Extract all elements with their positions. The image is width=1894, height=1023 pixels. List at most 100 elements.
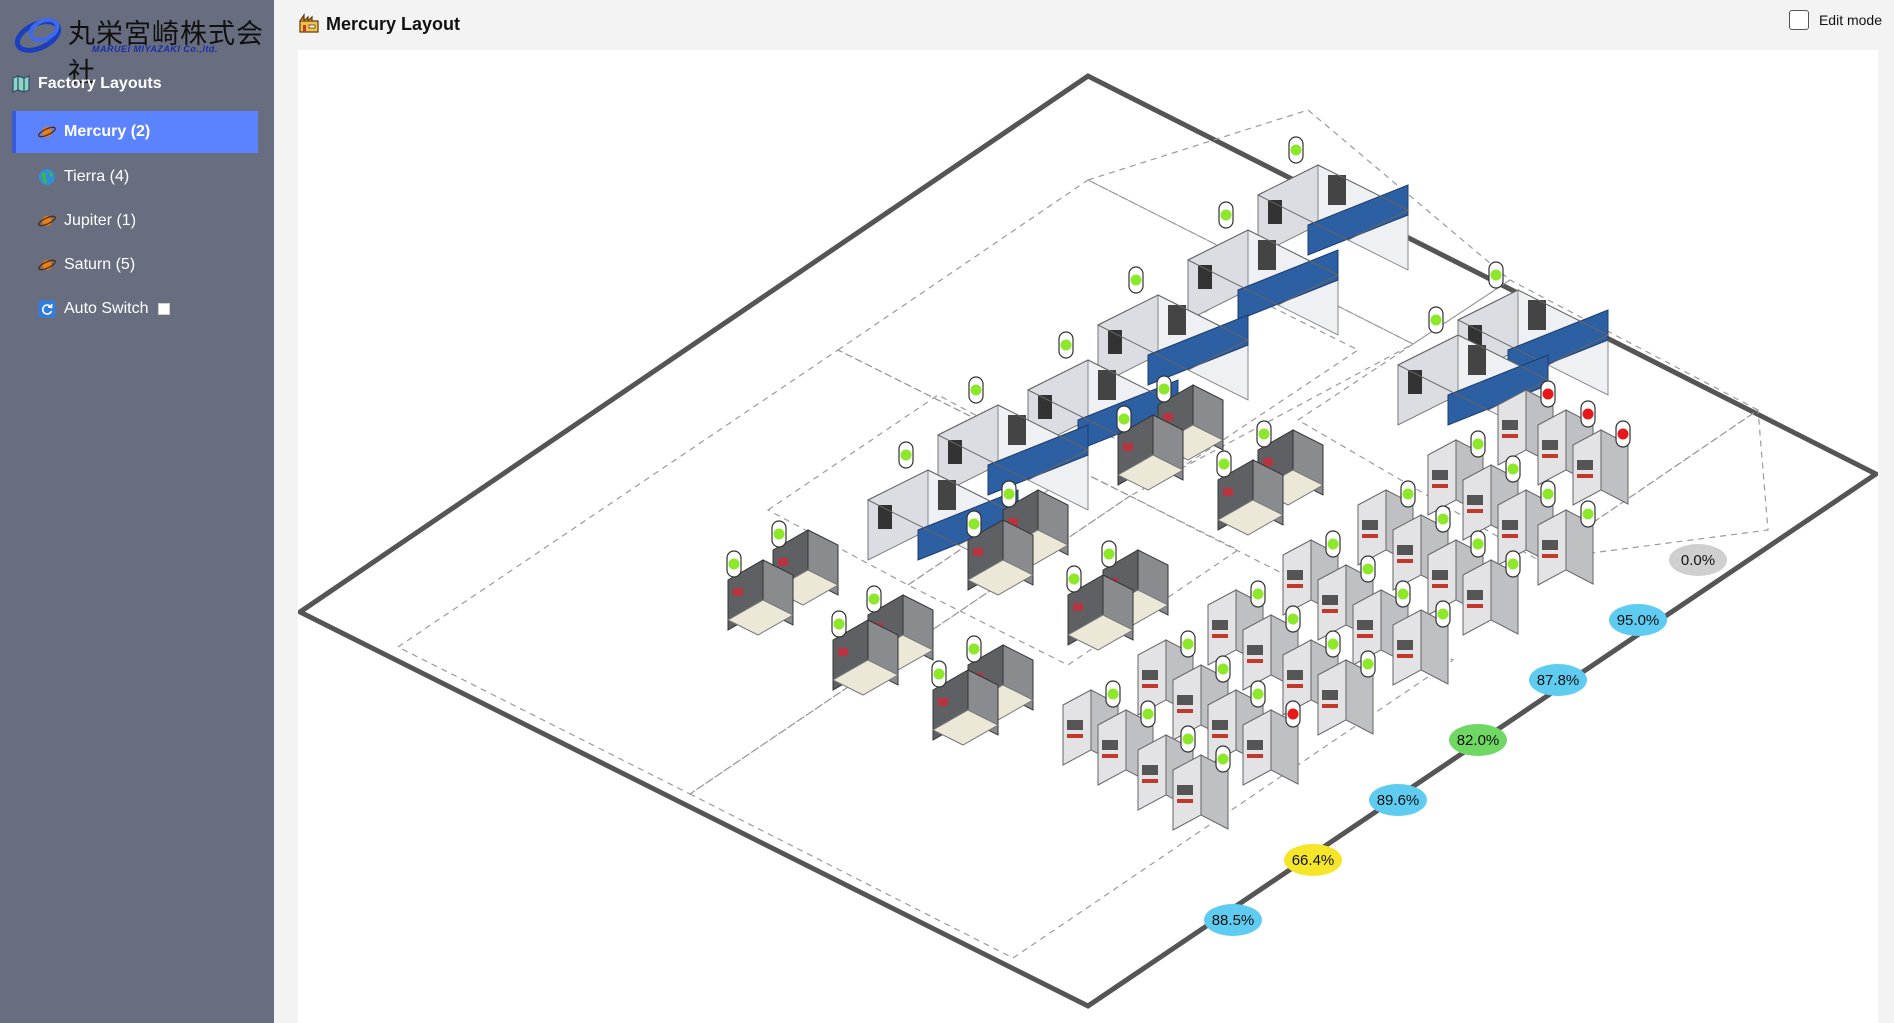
status-light[interactable] bbox=[1142, 708, 1154, 720]
zone-percentage-bg bbox=[1369, 784, 1427, 816]
status-light[interactable] bbox=[1490, 269, 1502, 281]
page-title: Mercury Layout bbox=[326, 14, 461, 34]
lathe-machine[interactable] bbox=[966, 510, 1035, 596]
status-light[interactable] bbox=[968, 518, 980, 530]
status-light[interactable] bbox=[833, 618, 845, 630]
status-light[interactable] bbox=[933, 668, 945, 680]
status-light[interactable] bbox=[1437, 608, 1449, 620]
status-light[interactable] bbox=[1542, 388, 1554, 400]
zone-percentage-label: 89.6% bbox=[1377, 792, 1420, 809]
status-light[interactable] bbox=[1217, 663, 1229, 675]
status-light[interactable] bbox=[1437, 513, 1449, 525]
factory-floor-outline bbox=[298, 73, 1878, 1009]
edit-mode-toggle[interactable]: Edit mode bbox=[1788, 10, 1882, 30]
zone-percentage-label: 66.4% bbox=[1292, 852, 1335, 869]
factory-layout-canvas[interactable]: 0.0% 95.0% 87.8% 82.0% 89.6% 66.4% 88.5% bbox=[298, 50, 1878, 1023]
lathe-machine[interactable] bbox=[1216, 450, 1285, 536]
planet-icon bbox=[38, 259, 56, 271]
cnc-machine[interactable] bbox=[1537, 500, 1596, 586]
status-light[interactable] bbox=[773, 528, 785, 540]
sidebar-item-auto-switch[interactable]: Auto Switch bbox=[12, 288, 258, 330]
edit-mode-checkbox[interactable] bbox=[1788, 10, 1809, 30]
status-light[interactable] bbox=[968, 643, 980, 655]
status-light[interactable] bbox=[1220, 209, 1232, 221]
status-light[interactable] bbox=[1287, 708, 1299, 720]
status-light[interactable] bbox=[1182, 638, 1194, 650]
status-light[interactable] bbox=[1252, 588, 1264, 600]
status-light[interactable] bbox=[1542, 488, 1554, 500]
cnc-machine[interactable] bbox=[1242, 700, 1301, 786]
zone-outline bbox=[1537, 408, 1769, 561]
cnc-machine[interactable] bbox=[1392, 600, 1451, 686]
zone-percentage-bg bbox=[1609, 604, 1667, 636]
cnc-machine[interactable] bbox=[1172, 745, 1231, 831]
lathe-machine[interactable] bbox=[1066, 565, 1135, 651]
sidebar-item-mercury[interactable]: Mercury (2) bbox=[12, 111, 258, 153]
cnc-machine[interactable] bbox=[1242, 605, 1301, 691]
lathe-machine[interactable] bbox=[931, 660, 1000, 746]
status-light[interactable] bbox=[1362, 658, 1374, 670]
status-light[interactable] bbox=[1327, 638, 1339, 650]
sidebar-item-label: Saturn (5) bbox=[64, 256, 136, 273]
zone-percentage-bg bbox=[1284, 844, 1342, 876]
status-light[interactable] bbox=[1472, 538, 1484, 550]
status-light[interactable] bbox=[1182, 733, 1194, 745]
zone-percentage-badge: 95.0% bbox=[1609, 604, 1667, 636]
zone-outline bbox=[396, 349, 1132, 795]
status-light[interactable] bbox=[970, 384, 982, 396]
status-light[interactable] bbox=[1430, 314, 1442, 326]
factory-icon bbox=[299, 13, 319, 33]
status-light[interactable] bbox=[1217, 753, 1229, 765]
lathe-machine[interactable] bbox=[726, 550, 795, 636]
status-light[interactable] bbox=[900, 449, 912, 461]
sidebar: 丸栄宮崎株式会社 MARUEI MIYAZAKI Co.,ltd. Factor… bbox=[0, 0, 274, 1023]
lathe-machine[interactable] bbox=[1116, 405, 1185, 491]
cnc-machine[interactable] bbox=[1572, 420, 1631, 506]
zone-percentage-bg bbox=[1669, 544, 1727, 576]
zone-percentage-badge: 0.0% bbox=[1669, 544, 1727, 576]
status-light[interactable] bbox=[1582, 508, 1594, 520]
status-light[interactable] bbox=[1103, 548, 1115, 560]
sidebar-item-label: Tierra (4) bbox=[64, 168, 130, 185]
status-light[interactable] bbox=[1060, 339, 1072, 351]
status-light[interactable] bbox=[1362, 563, 1374, 575]
gantry-machine[interactable] bbox=[1256, 136, 1410, 271]
status-light[interactable] bbox=[1327, 538, 1339, 550]
status-light[interactable] bbox=[1158, 383, 1170, 395]
status-light[interactable] bbox=[1617, 428, 1629, 440]
status-light[interactable] bbox=[1397, 588, 1409, 600]
cnc-machine[interactable] bbox=[1462, 550, 1521, 636]
status-light[interactable] bbox=[728, 558, 740, 570]
planet-icon bbox=[38, 215, 56, 227]
cnc-machine[interactable] bbox=[1317, 650, 1376, 736]
status-light[interactable] bbox=[1287, 613, 1299, 625]
status-light[interactable] bbox=[1003, 488, 1015, 500]
sidebar-item-saturn[interactable]: Saturn (5) bbox=[12, 244, 258, 286]
status-light[interactable] bbox=[1258, 428, 1270, 440]
zone-percentage-label: 0.0% bbox=[1681, 552, 1715, 569]
company-name-jp: 丸栄宮崎株式会社 bbox=[68, 19, 264, 89]
status-light[interactable] bbox=[1290, 144, 1302, 156]
sidebar-item-jupiter[interactable]: Jupiter (1) bbox=[12, 200, 258, 242]
status-light[interactable] bbox=[1218, 458, 1230, 470]
gantry-machine[interactable] bbox=[1096, 266, 1250, 401]
gantry-machine[interactable] bbox=[1186, 201, 1340, 336]
gantry-machine[interactable] bbox=[936, 376, 1090, 511]
edit-mode-label: Edit mode bbox=[1818, 12, 1882, 28]
status-light[interactable] bbox=[868, 593, 880, 605]
status-light[interactable] bbox=[1068, 573, 1080, 585]
status-light[interactable] bbox=[1582, 408, 1594, 420]
status-light[interactable] bbox=[1118, 413, 1130, 425]
status-light[interactable] bbox=[1507, 463, 1519, 475]
sidebar-item-tierra[interactable]: Tierra (4) bbox=[12, 156, 258, 198]
status-light[interactable] bbox=[1402, 488, 1414, 500]
status-light[interactable] bbox=[1130, 274, 1142, 286]
lathe-machine[interactable] bbox=[831, 610, 900, 696]
status-light[interactable] bbox=[1507, 558, 1519, 570]
status-light[interactable] bbox=[1472, 438, 1484, 450]
zone-percentage-label: 87.8% bbox=[1537, 672, 1580, 689]
zone-percentage-bg bbox=[1204, 904, 1262, 936]
status-light[interactable] bbox=[1252, 688, 1264, 700]
status-light[interactable] bbox=[1107, 688, 1119, 700]
auto-switch-checkbox[interactable] bbox=[158, 303, 171, 315]
